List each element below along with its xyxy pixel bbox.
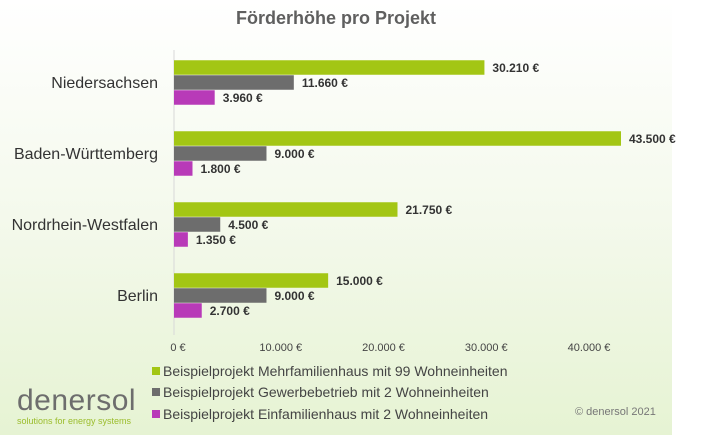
legend-label: Beispielprojekt Einfamilienhaus mit 2 Wo… [163,406,489,422]
data-label: 15.000 € [336,274,383,288]
category-label: Niedersachsen [51,75,158,92]
legend-swatch [152,367,160,375]
logo-wordmark: denersol [17,384,137,417]
bar [174,273,329,288]
logo-tagline: solutions for energy systems [17,416,132,426]
bar [174,131,621,146]
bar [174,303,202,318]
data-label: 11.660 € [302,76,348,90]
data-label: 21.750 € [406,203,453,217]
legend-item: Beispielprojekt Gewerbebetrieb mit 2 Woh… [152,384,489,400]
legend-swatch [152,388,160,396]
bar [174,90,215,105]
x-tick-label: 0 € [170,342,185,354]
bar [174,288,267,303]
x-tick-label: 30.000 € [465,342,508,354]
legend-swatch [152,410,160,418]
legend-item: Beispielprojekt Mehrfamilienhaus mit 99 … [152,363,507,379]
chart-title: Förderhöhe pro Projekt [235,8,437,28]
x-tick-label: 10.000 € [259,342,302,354]
data-label: 3.960 € [223,91,263,105]
category-label: Baden-Württemberg [14,146,158,163]
data-label: 4.500 € [228,218,268,232]
data-label: 9.000 € [274,147,314,161]
legend-item: Beispielprojekt Einfamilienhaus mit 2 Wo… [152,406,488,422]
data-label: 1.800 € [200,162,240,176]
data-label: 2.700 € [210,304,250,318]
denersol-logo: denersol solutions for energy systems [17,384,137,427]
data-label: 1.350 € [196,233,236,247]
bar [174,146,267,161]
legend-label: Beispielprojekt Mehrfamilienhaus mit 99 … [163,363,508,379]
bar [174,217,221,232]
bar [174,232,188,247]
copyright: © denersol 2021 [575,406,656,418]
legend-label: Beispielprojekt Gewerbebetrieb mit 2 Woh… [163,384,489,400]
x-tick-label: 40.000 € [568,342,611,354]
category-label: Berlin [117,288,158,305]
bar [174,75,294,90]
data-label: 9.000 € [274,289,314,303]
bar [174,60,485,75]
category-label: Nordrhein-Westfalen [12,217,158,234]
data-label: 30.210 € [492,61,539,75]
bar [174,202,398,217]
x-tick-label: 20.000 € [362,342,405,354]
data-label: 43.500 € [629,132,676,146]
bar [174,161,193,176]
